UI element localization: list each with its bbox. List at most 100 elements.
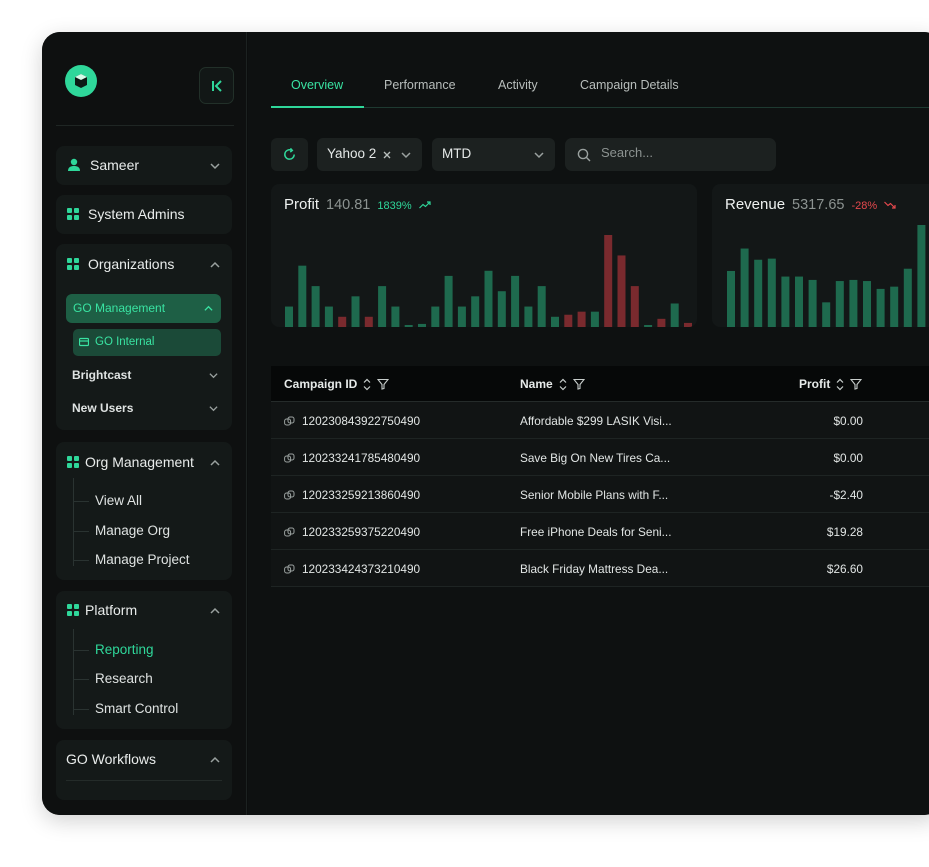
- section-divider: [66, 780, 222, 781]
- chart-bar: [511, 275, 520, 327]
- go-internal-label: GO Internal: [95, 336, 155, 348]
- chevron-up-icon[interactable]: [210, 260, 220, 270]
- go-internal-item[interactable]: GO Internal: [73, 329, 221, 356]
- sidebar-divider: [56, 125, 234, 126]
- chevron-up-icon[interactable]: [210, 606, 220, 616]
- org-management-label: Org Management: [85, 454, 194, 470]
- tab-performance[interactable]: Performance: [384, 78, 456, 92]
- link-icon[interactable]: [284, 416, 295, 427]
- new-users-item[interactable]: New Users: [72, 401, 133, 415]
- period-filter[interactable]: MTD: [432, 138, 555, 171]
- search-input[interactable]: [601, 145, 761, 160]
- chevron-up-icon[interactable]: [210, 458, 220, 468]
- collapse-sidebar-button[interactable]: [199, 67, 234, 104]
- campaign-id-cell: 120233259213860490: [302, 488, 421, 502]
- chart-delta: -28%: [851, 200, 878, 212]
- tree-branch: [73, 501, 89, 502]
- name-cell: Affordable $299 LASIK Visi...: [520, 414, 672, 428]
- table-row[interactable]: 120230843922750490 Affordable $299 LASIK…: [271, 402, 929, 439]
- tab-campaign-details[interactable]: Campaign Details: [580, 78, 679, 92]
- link-icon[interactable]: [284, 564, 295, 575]
- chart-bar: [484, 270, 493, 327]
- chart-bar: [338, 316, 347, 327]
- chart-bar: [378, 286, 387, 327]
- trend-down-icon: [884, 201, 896, 209]
- go-workflows-header[interactable]: GO Workflows: [66, 751, 156, 767]
- chart-bar: [876, 288, 885, 327]
- user-menu[interactable]: Sameer: [56, 146, 232, 185]
- chart-bar: [364, 316, 373, 327]
- tree-branch: [73, 709, 89, 710]
- profit-cell: $0.00: [833, 414, 863, 428]
- tree-line: [73, 629, 74, 715]
- table-row[interactable]: 120233259213860490 Senior Mobile Plans w…: [271, 476, 929, 513]
- tree-branch: [73, 531, 89, 532]
- sort-icon[interactable]: [559, 378, 567, 391]
- chart-bar: [617, 255, 626, 327]
- table-row[interactable]: 120233241785480490 Save Big On New Tires…: [271, 439, 929, 476]
- go-management-item[interactable]: GO Management: [66, 294, 221, 323]
- user-icon: [68, 158, 80, 171]
- table-row[interactable]: 120233259375220490 Free iPhone Deals for…: [271, 513, 929, 550]
- chart-bar: [903, 268, 912, 327]
- tree-branch: [73, 560, 89, 561]
- source-filter[interactable]: Yahoo 2: [317, 138, 422, 171]
- filter-icon[interactable]: [850, 378, 863, 390]
- table-header: Campaign ID Name Profit: [271, 366, 929, 402]
- platform-header[interactable]: Platform: [67, 602, 137, 618]
- main-content: Overview Performance Activity Campaign D…: [248, 32, 929, 815]
- chevron-down-icon[interactable]: [209, 404, 218, 413]
- chart-bar: [391, 306, 400, 327]
- link-icon[interactable]: [284, 490, 295, 501]
- revenue-chart-card: Revenue 5317.65 -28%: [712, 184, 929, 327]
- system-admins-item[interactable]: System Admins: [56, 195, 232, 234]
- campaign-id-cell: 120233259375220490: [302, 525, 421, 539]
- chart-bar: [564, 314, 573, 327]
- column-profit[interactable]: Profit: [799, 377, 863, 391]
- system-admins-label: System Admins: [88, 206, 185, 222]
- column-campaign-id[interactable]: Campaign ID: [284, 377, 390, 391]
- chart-bar: [917, 225, 926, 327]
- chart-bar: [795, 276, 803, 327]
- research-link[interactable]: Research: [95, 671, 153, 686]
- tab-overview[interactable]: Overview: [291, 78, 344, 92]
- smart-control-link[interactable]: Smart Control: [95, 701, 179, 716]
- campaign-id-cell: 120230843922750490: [302, 414, 421, 428]
- chevron-down-icon[interactable]: [209, 371, 218, 380]
- org-management-header[interactable]: Org Management: [67, 454, 194, 470]
- table-row[interactable]: 120233424373210490 Black Friday Mattress…: [271, 550, 929, 587]
- organizations-header[interactable]: Organizations: [67, 256, 174, 272]
- chart-bar: [524, 306, 533, 327]
- filter-icon[interactable]: [572, 378, 585, 390]
- brightcast-label: Brightcast: [72, 368, 132, 382]
- tab-activity[interactable]: Activity: [498, 78, 538, 92]
- platform-label: Platform: [85, 602, 138, 618]
- manage-org-link[interactable]: Manage Org: [95, 523, 171, 538]
- clear-icon[interactable]: [383, 151, 391, 159]
- link-icon[interactable]: [284, 527, 295, 538]
- column-name[interactable]: Name: [520, 377, 585, 391]
- folder-icon: [79, 337, 89, 347]
- manage-project-link[interactable]: Manage Project: [95, 552, 190, 567]
- reporting-link[interactable]: Reporting: [95, 642, 154, 657]
- chart-value: 140.81: [326, 197, 371, 213]
- active-tab-indicator: [271, 106, 364, 108]
- filter-icon[interactable]: [377, 378, 390, 390]
- chart-bar: [497, 291, 506, 327]
- refresh-button[interactable]: [271, 138, 308, 171]
- platform-section: Platform Reporting Research Smart Contro…: [56, 591, 232, 729]
- user-name: Sameer: [90, 157, 140, 173]
- brightcast-item[interactable]: Brightcast: [72, 368, 131, 382]
- chart-bar: [781, 276, 790, 327]
- sort-icon[interactable]: [363, 378, 371, 391]
- chevron-up-icon[interactable]: [210, 755, 220, 765]
- chart-bar: [404, 325, 413, 327]
- chart-bar: [740, 248, 749, 327]
- chart-bar: [471, 296, 480, 327]
- chart-bar: [630, 286, 639, 327]
- sort-icon[interactable]: [836, 378, 844, 391]
- link-icon[interactable]: [284, 453, 295, 464]
- view-all-link[interactable]: View All: [95, 493, 143, 508]
- chart-bar: [684, 322, 692, 327]
- chart-bar: [298, 265, 307, 327]
